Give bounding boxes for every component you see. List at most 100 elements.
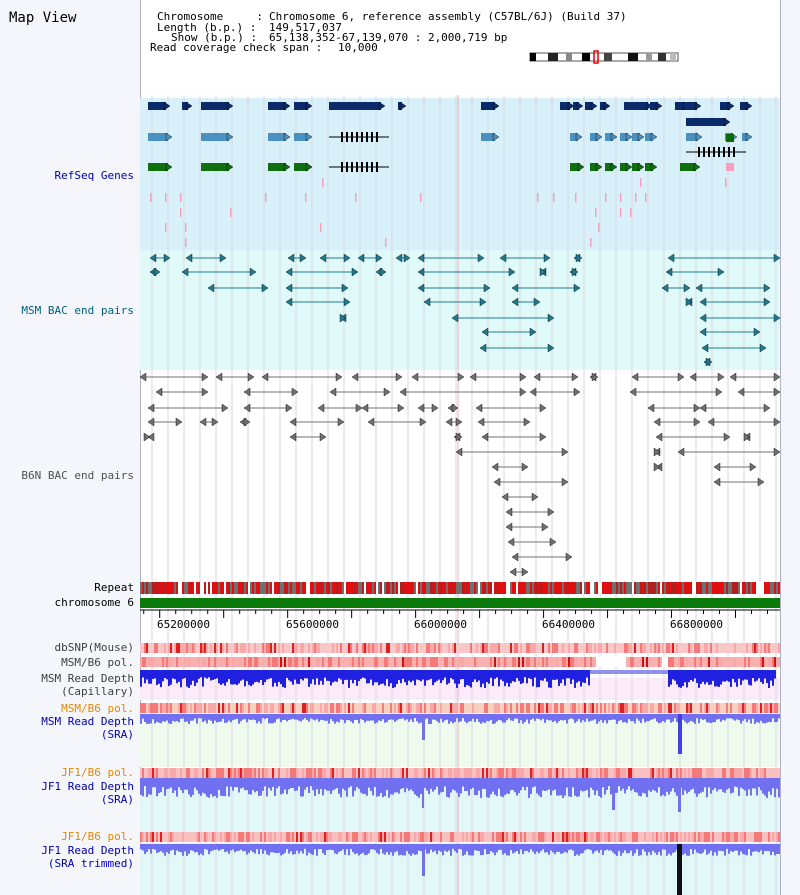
read-depth-bar — [184, 844, 186, 852]
polymorphism-cell — [310, 768, 312, 778]
polymorphism-cell — [682, 643, 684, 653]
read-depth-bar — [730, 670, 732, 687]
polymorphism-cell — [560, 832, 562, 842]
read-depth-bar — [518, 778, 520, 794]
b6n-bac-pair-end — [529, 387, 537, 397]
track-label-msm-pol-1[interactable]: MSM/B6 pol. — [61, 656, 134, 669]
polymorphism-cell — [762, 703, 764, 713]
track-label-msm-depth-capillary[interactable]: MSM Read Depth — [41, 672, 134, 685]
track-label-jf1-depth-sra[interactable]: JF1 Read Depth — [41, 780, 134, 793]
track-label-refseq-genes[interactable]: RefSeq Genes — [54, 169, 134, 182]
track-label-dbsnp[interactable]: dbSNP(Mouse) — [54, 641, 134, 654]
read-depth-bar — [226, 844, 228, 852]
polymorphism-cell — [728, 703, 730, 713]
read-depth-bar — [528, 778, 530, 798]
polymorphism-cell — [770, 657, 772, 667]
polymorphism-cell — [468, 643, 470, 653]
repeat-segment — [370, 582, 372, 594]
polymorphism-cell — [706, 643, 708, 653]
read-depth-bar — [152, 778, 154, 788]
polymorphism-cell — [566, 832, 568, 842]
read-depth-bar — [284, 778, 286, 790]
read-depth-bar — [306, 714, 308, 720]
polymorphism-cell — [236, 768, 238, 778]
read-depth-bar — [738, 714, 740, 721]
repeat-segment — [218, 582, 220, 594]
read-depth-bar — [434, 844, 436, 851]
polymorphism-cell — [220, 768, 222, 778]
track-label-jf1-depth-trimmed[interactable]: JF1 Read Depth — [41, 844, 134, 857]
read-depth-bar — [756, 778, 758, 796]
read-depth-bar — [194, 778, 196, 788]
refseq-gene — [302, 163, 308, 171]
refseq-gene — [740, 102, 748, 110]
track-label-msm-bac[interactable]: MSM BAC end pairs — [21, 304, 134, 317]
read-depth-bar — [748, 670, 750, 685]
read-depth-bar — [658, 714, 660, 724]
read-depth-bar — [384, 714, 386, 723]
b6n-bac-pair-end — [211, 417, 219, 427]
track-label-b6n-bac[interactable]: B6N BAC end pairs — [21, 469, 134, 482]
msm-bac-pair-end — [511, 297, 519, 307]
repeat-segment — [336, 582, 338, 594]
msm-bac-pair-end — [219, 253, 227, 263]
track-label-repeat[interactable]: Repeat — [94, 581, 134, 594]
read-depth-bar — [426, 670, 428, 681]
read-depth-bar — [516, 778, 518, 796]
read-depth-bar — [178, 714, 180, 723]
repeat-segment — [712, 582, 714, 594]
repeat-segment — [392, 582, 394, 594]
polymorphism-cell — [748, 703, 750, 713]
read-depth-bar — [576, 844, 578, 855]
polymorphism-cell — [278, 643, 280, 653]
polymorphism-cell — [360, 832, 362, 842]
read-depth-bar — [262, 844, 264, 854]
polymorphism-cell — [636, 768, 638, 778]
repeat-segment — [670, 582, 672, 594]
polymorphism-cell — [504, 657, 506, 667]
read-depth-bar — [634, 844, 636, 854]
polymorphism-cell — [568, 832, 570, 842]
track-label-msm-pol-2[interactable]: MSM/B6 pol. — [61, 702, 134, 715]
polymorphism-cell — [686, 832, 688, 842]
read-depth-bar — [284, 670, 286, 688]
read-depth-bar — [692, 670, 694, 682]
read-depth-bar — [154, 714, 156, 724]
polymorphism-cell — [600, 768, 602, 778]
track-label-msm-depth-sra[interactable]: MSM Read Depth — [41, 715, 134, 728]
polymorphism-cell — [620, 832, 622, 842]
polymorphism-cell — [174, 832, 176, 842]
read-depth-bar — [646, 714, 648, 722]
polymorphism-cell — [636, 643, 638, 653]
read-depth-bar — [558, 670, 560, 687]
read-depth-bar — [152, 714, 154, 720]
polymorphism-cell — [704, 768, 706, 778]
read-depth-bar — [746, 714, 748, 723]
repeat-segment — [458, 582, 460, 594]
repeat-segment — [322, 582, 324, 594]
polymorphism-cell — [766, 643, 768, 653]
read-depth-bar — [532, 778, 534, 788]
read-depth-bar — [348, 778, 350, 788]
read-depth-bar — [718, 714, 720, 720]
repeat-segment — [734, 582, 736, 594]
polymorphism-cell — [276, 768, 278, 778]
polymorphism-cell — [196, 703, 198, 713]
read-depth-bar — [642, 844, 644, 850]
read-depth-bar — [452, 670, 454, 680]
msm-bac-pair-end — [207, 283, 215, 293]
repeat-segment — [594, 582, 596, 594]
track-label-chromosome[interactable]: chromosome 6 — [54, 596, 134, 609]
read-depth-bar — [206, 714, 208, 724]
track-label-jf1-pol-2[interactable]: JF1/B6 pol. — [61, 830, 134, 843]
track-label-jf1-pol-1[interactable]: JF1/B6 pol. — [61, 766, 134, 779]
snp-tick — [385, 238, 387, 247]
polymorphism-cell — [764, 703, 766, 713]
repeat-segment — [324, 582, 326, 594]
polymorphism-cell — [192, 703, 194, 713]
polymorphism-cell — [644, 832, 646, 842]
gene-exon — [351, 132, 353, 142]
read-depth-bar — [594, 844, 596, 852]
polymorphism-cell — [518, 703, 520, 713]
